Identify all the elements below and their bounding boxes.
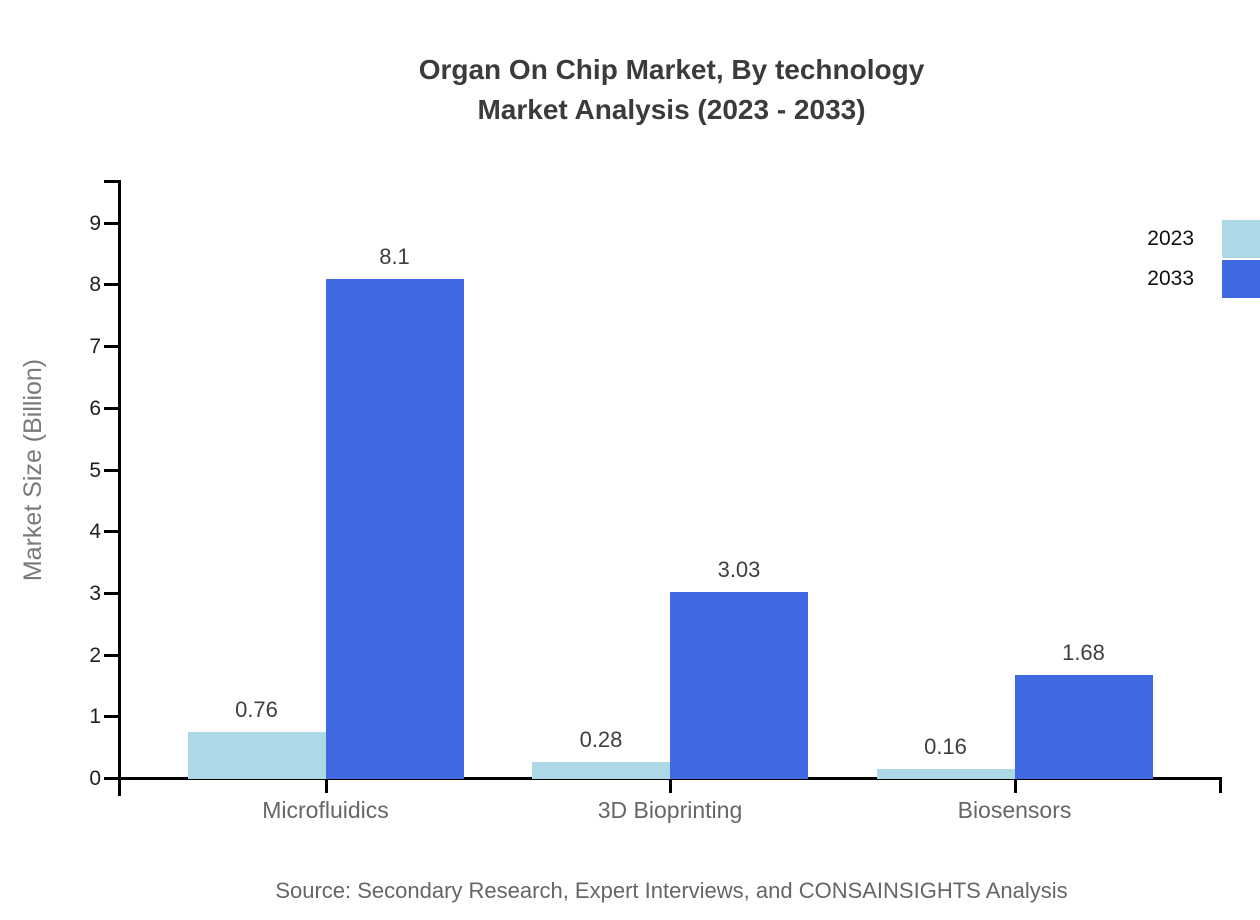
y-tick-mark <box>104 221 118 225</box>
chart-title: Organ On Chip Market, By technology Mark… <box>121 50 1222 130</box>
y-tick-label: 5 <box>89 458 101 482</box>
y-axis-line <box>118 180 121 796</box>
chart-title-line-1: Organ On Chip Market, By technology <box>418 54 925 85</box>
x-category-label-microfluidics: Microfluidics <box>262 797 389 823</box>
x-category-label-biosensors: Biosensors <box>957 797 1072 823</box>
x-axis-right-cap <box>1219 779 1222 793</box>
y-tick-label: 2 <box>89 643 101 667</box>
bar-2023-microfluidics <box>187 732 326 779</box>
y-tick-label: 8 <box>89 273 101 297</box>
y-tick-mark <box>104 283 118 287</box>
y-tick-label: 6 <box>89 396 101 420</box>
legend-swatch-2023 <box>1222 220 1260 258</box>
value-label-2023-3d-bioprinting: 0.28 <box>579 726 623 752</box>
y-tick-mark <box>104 406 118 410</box>
x-tick-mark <box>669 779 672 793</box>
y-tick-label: 1 <box>89 705 101 729</box>
bar-2033-3d-bioprinting <box>670 592 808 779</box>
legend-label-2033: 2033 <box>1147 267 1194 290</box>
y-tick-mark <box>104 715 118 719</box>
chart-title-line-2: Market Analysis (2023 - 2033) <box>477 94 866 125</box>
legend-item-2023: 2023 <box>1147 220 1260 258</box>
y-tick-label: 9 <box>89 211 101 235</box>
y-tick-label: 0 <box>89 767 101 790</box>
bar-2023-biosensors <box>876 769 1015 779</box>
y-axis-top-cap <box>104 180 118 183</box>
y-tick-label: 7 <box>89 335 101 359</box>
x-tick-mark <box>1013 779 1017 793</box>
source-note: Source: Secondary Research, Expert Inter… <box>275 878 1068 903</box>
legend-label-2023: 2023 <box>1147 227 1194 250</box>
y-tick-mark <box>104 468 118 472</box>
bar-2033-biosensors <box>1014 675 1153 779</box>
value-label-2033-microfluidics: 8.1 <box>379 244 410 270</box>
value-label-2023-microfluidics: 0.76 <box>235 697 278 723</box>
y-tick-label: 4 <box>89 520 101 544</box>
x-tick-mark <box>324 779 328 793</box>
y-tick-mark <box>104 777 118 780</box>
legend: 2023 2033 <box>1147 220 1260 300</box>
value-label-2033-biosensors: 1.68 <box>1062 640 1105 666</box>
bar-2033-microfluidics <box>325 279 464 779</box>
x-category-label-3d-bioprinting: 3D Bioprinting <box>597 797 743 823</box>
legend-item-2033: 2033 <box>1147 260 1260 298</box>
legend-swatch-2033 <box>1222 260 1260 298</box>
y-tick-mark <box>104 591 118 595</box>
bar-2023-3d-bioprinting <box>532 761 670 779</box>
value-label-2023-biosensors: 0.16 <box>924 734 967 760</box>
y-tick-mark <box>104 345 118 349</box>
y-tick-mark <box>104 530 118 534</box>
value-label-2033-3d-bioprinting: 3.03 <box>717 557 761 583</box>
y-tick-label: 3 <box>89 581 101 605</box>
y-tick-mark <box>104 653 118 657</box>
